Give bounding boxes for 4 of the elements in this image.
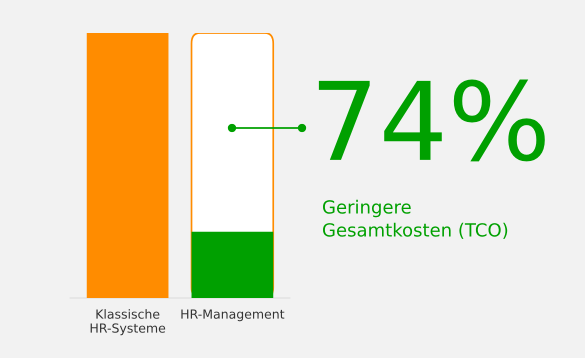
text: Geringere Gesamtkosten (TCO) [323, 200, 508, 239]
x-tick-label: Klassische HR-Systeme [90, 309, 166, 336]
text: 74% [318, 79, 545, 162]
x-tick-label: HR-Management [181, 309, 284, 322]
